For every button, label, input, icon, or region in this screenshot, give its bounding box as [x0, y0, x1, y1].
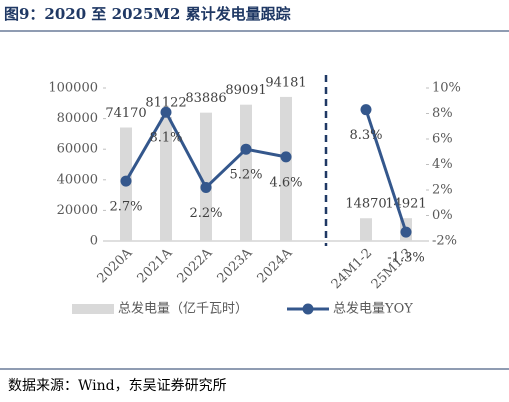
line-point [200, 181, 212, 193]
bar-label: 83886 [185, 91, 226, 106]
y2-tick-label: 10% [432, 81, 461, 96]
line-point [160, 106, 172, 118]
source: 数据来源：Wind，东吴证券研究所 [8, 378, 227, 394]
y-tick-label: 60000 [57, 142, 98, 157]
x-tick-label: 2023A [215, 245, 256, 286]
bar-label: 14870 [345, 197, 386, 212]
bar-label: 74170 [105, 106, 146, 121]
bar [200, 112, 212, 241]
legend-marker [302, 303, 314, 315]
bar [160, 116, 172, 241]
y-tick-label: 0 [90, 234, 98, 249]
line-point [280, 151, 292, 163]
legend-label: 总发电量（亿千瓦时） [118, 301, 248, 317]
x-tick-label: 2021A [135, 245, 176, 286]
bar-label: 14921 [385, 197, 426, 212]
line-point [360, 104, 372, 116]
y2-tick-label: 8% [432, 106, 453, 121]
y2-tick-label: 6% [432, 132, 453, 147]
bar-label: 81122 [145, 95, 186, 110]
bar-label: 89091 [225, 83, 266, 98]
bar [240, 104, 252, 242]
bar [280, 96, 292, 241]
line-label: 8.1% [149, 131, 182, 146]
y-tick-label: 40000 [57, 172, 98, 187]
x-tick-label: 2024A [255, 245, 296, 286]
line-label: 8.3% [349, 128, 382, 143]
y-tick-label: 80000 [57, 111, 98, 126]
line-label: 2.2% [189, 206, 222, 221]
y2-tick-label: -2% [432, 234, 457, 249]
line-label: 5.2% [229, 168, 262, 183]
line-label: 2.7% [109, 200, 142, 215]
legend-swatch [72, 304, 114, 314]
y2-tick-label: 2% [432, 183, 453, 198]
bar [360, 218, 372, 241]
x-tick-label: 2022A [175, 245, 216, 286]
x-tick-label: 2020A [95, 245, 136, 286]
y-tick-label: 20000 [57, 203, 98, 218]
x-tick-label: 24M1-2 [329, 246, 376, 293]
bar-label: 94181 [265, 75, 306, 90]
y2-tick-label: 4% [432, 157, 453, 172]
legend-label: 总发电量YOY [333, 301, 413, 317]
line-point [120, 175, 132, 187]
y2-tick-label: 0% [432, 208, 453, 223]
line-label: 4.6% [269, 175, 302, 190]
line-point [240, 143, 252, 155]
y-tick-label: 100000 [48, 81, 98, 96]
chart-title: 图9：2020 至 2025M2 累计发电量跟踪 [4, 5, 291, 23]
line-label: -1.3% [387, 251, 424, 266]
line-point [400, 226, 412, 238]
